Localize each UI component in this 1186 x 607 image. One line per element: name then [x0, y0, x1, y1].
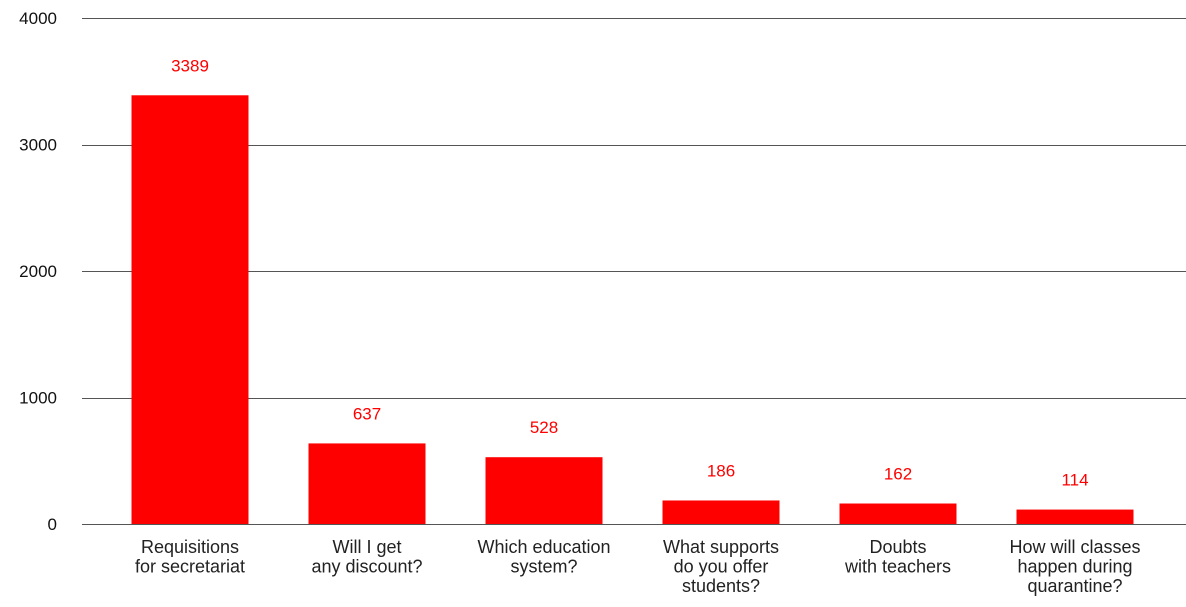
bars: [131, 95, 1134, 524]
data-labels: 3389 637 528 186 162 114: [171, 56, 1088, 489]
bar: [485, 457, 603, 524]
data-label: 114: [1061, 471, 1088, 490]
x-tick-label-line: system?: [510, 557, 577, 577]
data-label: 162: [884, 465, 912, 484]
x-tick-label-line: with teachers: [844, 557, 951, 577]
data-label: 528: [530, 418, 558, 437]
y-axis-ticks: 0 1000 2000 3000 4000: [19, 9, 57, 534]
bar: [131, 95, 249, 524]
y-tick-label: 1000: [19, 389, 57, 408]
gridlines: [82, 18, 1186, 525]
bar: [1016, 509, 1134, 524]
x-tick-label-line: Requisitions: [141, 537, 239, 557]
data-label: 186: [707, 461, 735, 480]
x-tick-label-line: any discount?: [311, 557, 422, 577]
bar: [839, 503, 957, 524]
y-tick-label: 4000: [19, 9, 57, 28]
bar: [308, 443, 426, 524]
x-tick-label-line: What supports: [663, 537, 779, 557]
x-tick-label-line: Doubts: [869, 537, 926, 557]
x-tick-label-line: students?: [682, 576, 760, 596]
x-tick-label-line: for secretariat: [135, 557, 245, 577]
data-label: 637: [353, 404, 381, 423]
x-tick-label-line: happen during: [1017, 557, 1132, 577]
y-tick-label: 0: [48, 515, 57, 534]
y-tick-label: 3000: [19, 136, 57, 155]
data-label: 3389: [171, 56, 209, 75]
x-tick-label-line: do you offer: [674, 557, 769, 577]
x-tick-label-line: Which education: [477, 537, 610, 557]
bar: [662, 500, 780, 524]
x-tick-label-line: quarantine?: [1027, 576, 1122, 596]
x-tick-label-line: Will I get: [332, 537, 401, 557]
x-tick-label-line: How will classes: [1009, 537, 1140, 557]
y-tick-label: 2000: [19, 262, 57, 281]
